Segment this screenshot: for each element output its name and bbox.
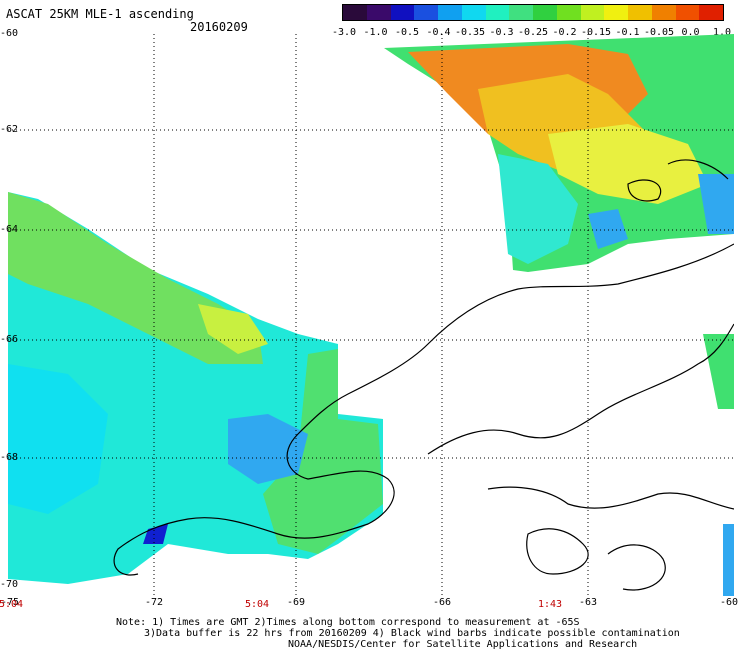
coastline-north-ridge: [667, 159, 729, 180]
note-line-2: 3)Data buffer is 22 hrs from 20160209 4)…: [144, 628, 680, 639]
swath-right-blue-east: [698, 174, 734, 234]
colorbar-swatch: [343, 5, 367, 20]
lon-label-72: -72: [144, 597, 164, 608]
lat-label-66: -66: [0, 334, 19, 345]
colorbar-swatch: [390, 5, 415, 20]
colorbar-label: -0.35: [454, 27, 486, 38]
swath-left-green-east: [263, 349, 383, 554]
coastline-island-north: [627, 179, 662, 202]
time-label-left: 5:04: [0, 599, 24, 610]
lon-label-69: -69: [286, 597, 306, 608]
time-label-mid: 5:04: [244, 599, 270, 610]
colorbar-swatch: [580, 5, 605, 20]
colorbar-swatch: [651, 5, 676, 20]
chart-title: ASCAT 25KM MLE-1 ascending: [6, 7, 194, 21]
colorbar-label: -0.1: [615, 27, 640, 38]
coastline-south: [607, 544, 666, 591]
swath-left-green-north: [8, 192, 263, 364]
lon-label-63: -63: [578, 597, 598, 608]
colorbar-label: -0.4: [426, 27, 451, 38]
colorbar-label: -0.2: [552, 27, 577, 38]
chart-date: 20160209: [190, 20, 248, 34]
lat-label-70: -70: [0, 579, 19, 590]
swath-left-blue-core: [228, 414, 308, 484]
colorbar-swatch: [485, 5, 510, 20]
coastline: [113, 159, 734, 591]
lat-label-68: -68: [0, 452, 19, 463]
lat-label-60: -60: [0, 28, 19, 39]
colorbar-label: -0.05: [643, 27, 675, 38]
wind-swaths: [8, 34, 734, 596]
swath-right-blue-spot: [588, 209, 628, 249]
swath-left-blue-spot: [143, 524, 168, 544]
swath-edge-east: [703, 334, 734, 409]
lat-label-62: -62: [0, 124, 19, 135]
colorbar-swatch: [699, 5, 723, 20]
swath-left-cyan-west: [8, 364, 108, 514]
swath-left-yellow-patch: [198, 304, 268, 354]
colorbar-swatch: [604, 5, 628, 20]
colorbar-label: -0.25: [517, 27, 549, 38]
colorbar-swatch: [366, 5, 391, 20]
lat-label-64: -64: [0, 224, 19, 235]
colorbar-swatch: [461, 5, 486, 20]
colorbar-label: -3.0: [331, 27, 357, 38]
colorbar-label: -0.5: [394, 27, 420, 38]
swath-right-cyan: [498, 154, 578, 264]
colorbar-swatch: [556, 5, 581, 20]
time-label-right: 1:43: [537, 599, 563, 610]
coastline-interior: [487, 486, 734, 510]
colorbar-label: 1.0: [712, 27, 732, 38]
colorbar-swatch: [438, 5, 462, 20]
coastline-island: [526, 528, 589, 575]
colorbar-swatch: [628, 5, 652, 20]
colorbar-swatch: [414, 5, 438, 20]
colorbar-label: -0.15: [580, 27, 612, 38]
note-line-1: Note: 1) Times are GMT 2)Times along bot…: [116, 617, 580, 628]
colorbar: [342, 4, 724, 21]
swath-edge-south: [723, 524, 734, 596]
coastline-mainland: [427, 323, 734, 455]
note-line-3: NOAA/NESDIS/Center for Satellite Applica…: [288, 639, 638, 650]
lon-label-66: -66: [432, 597, 452, 608]
coastline-peninsula: [113, 243, 734, 576]
colorbar-label: -0.3: [489, 27, 514, 38]
colorbar-label: 0.0: [681, 27, 700, 38]
colorbar-swatch: [675, 5, 700, 20]
colorbar-swatch: [509, 5, 533, 20]
lon-label-60: -60: [719, 597, 739, 608]
map-plot-area: [8, 34, 734, 596]
swath-right-yellow: [548, 124, 708, 204]
map-svg: [8, 34, 734, 596]
graticule: [8, 34, 734, 596]
colorbar-label: -1.0: [363, 27, 388, 38]
lon-label-75: -75: [0, 597, 20, 608]
colorbar-swatch: [533, 5, 557, 20]
